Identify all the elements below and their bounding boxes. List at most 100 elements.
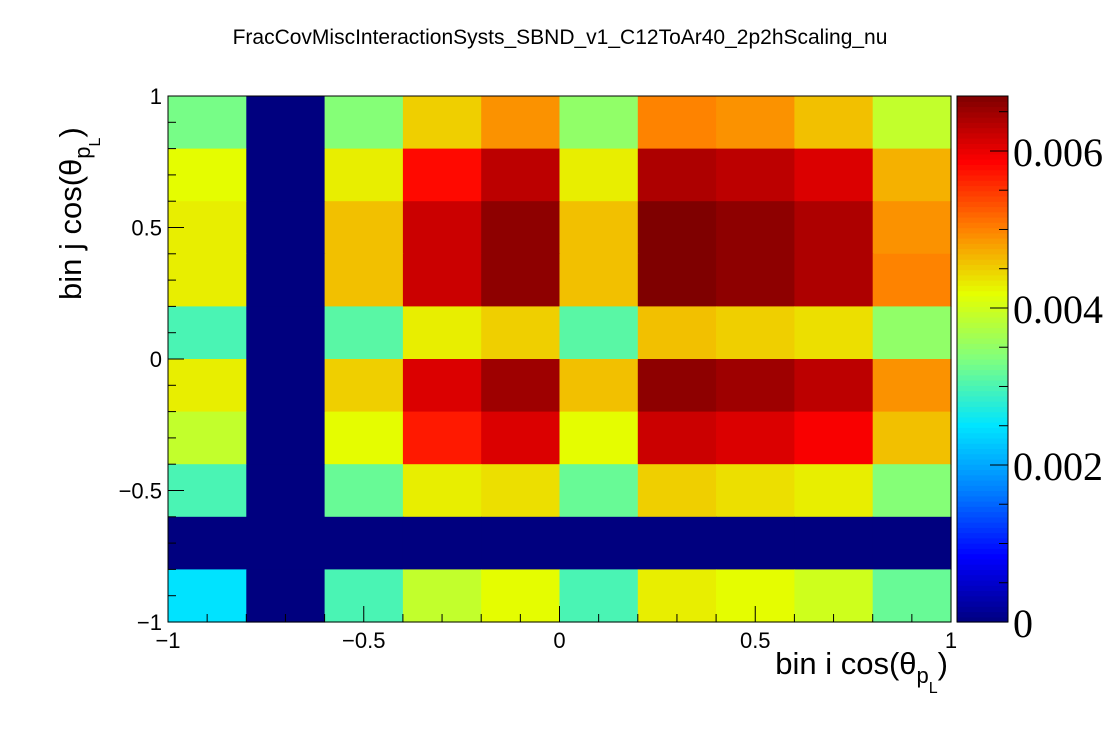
y-axis-title-sub: p: [70, 146, 95, 158]
y-axis-title-subsub: L: [87, 137, 104, 146]
heatmap-cell: [637, 359, 717, 413]
heatmap-cell: [168, 306, 247, 360]
color-scale-strip: [957, 359, 1008, 365]
color-scale-strip: [957, 353, 1008, 360]
x-axis-title-subsub: L: [929, 680, 938, 697]
heatmap-cell: [794, 148, 874, 202]
color-scale-tick-label: 0.004: [1013, 287, 1103, 332]
color-scale-strip: [957, 401, 1008, 407]
heatmap-cell: [794, 359, 874, 413]
color-scale-ticks: 0 0.002 0.004 0.006: [990, 111, 1103, 646]
color-scale-bar: [956, 95, 1009, 623]
heatmap-cell: [716, 359, 795, 413]
heatmap-cell: [559, 411, 639, 465]
heatmap-cell: [402, 253, 482, 307]
heatmap-cell: [246, 359, 326, 413]
color-scale-strip: [957, 180, 1008, 187]
color-scale-strip: [957, 238, 1008, 244]
heatmap-cell: [481, 306, 561, 360]
color-scale-strip: [957, 616, 1008, 623]
color-scale-strip: [957, 343, 1008, 350]
color-scale-strip: [957, 264, 1008, 271]
heatmap-cell: [637, 253, 717, 307]
svg-text:bin i cos(θpL): bin i cos(θpL): [775, 646, 948, 697]
x-tick-label: 0: [553, 628, 565, 653]
heatmap-cells: [168, 96, 952, 623]
color-scale-strip: [957, 316, 1008, 323]
color-scale-strip: [957, 248, 1008, 255]
color-scale-strip: [957, 174, 1008, 181]
heatmap-cell: [246, 253, 326, 307]
color-scale-strip: [957, 195, 1008, 202]
x-tick-label: 1: [945, 628, 957, 653]
color-scale-strip: [957, 490, 1008, 497]
color-scale-strip: [957, 380, 1008, 386]
y-axis-title-main: bin j cos(θ: [53, 159, 88, 300]
color-scale-strip: [957, 595, 1008, 602]
color-scale-strip: [957, 364, 1008, 371]
heatmap-cell: [794, 201, 874, 255]
color-scale-strip: [957, 569, 1008, 576]
heatmap-cell: [246, 516, 326, 570]
heatmap-cell: [402, 148, 482, 202]
heatmap-cell: [324, 253, 404, 307]
color-scale-strip: [957, 458, 1008, 465]
heatmap-cell: [324, 359, 404, 413]
color-scale-strip: [957, 232, 1008, 239]
heatmap-cell: [559, 148, 639, 202]
heatmap-cell: [402, 359, 482, 413]
color-scale-strip: [957, 532, 1008, 539]
heatmap-cell: [637, 464, 717, 518]
heatmap-cell: [559, 516, 639, 570]
color-scale-strip: [957, 164, 1008, 171]
color-scale-strip: [957, 464, 1008, 471]
heatmap-cell: [794, 464, 874, 518]
heatmap-cell: [402, 411, 482, 465]
heatmap-cell: [324, 306, 404, 360]
heatmap-cell: [716, 148, 795, 202]
color-scale-strip: [957, 143, 1008, 150]
color-scale-strip: [957, 295, 1008, 302]
color-scale-strip: [957, 132, 1008, 139]
x-axis-title: bin i cos(θpL): [775, 646, 948, 697]
color-scale-strip: [957, 590, 1008, 597]
heatmap-cell: [716, 516, 795, 570]
heatmap-cell: [716, 464, 795, 518]
heatmap-cell: [872, 411, 952, 465]
heatmap-cell: [168, 516, 247, 570]
heatmap-cell: [559, 464, 639, 518]
heatmap-cell: [872, 569, 952, 623]
y-axis-title-close: ): [53, 127, 88, 137]
color-scale-strip: [957, 385, 1008, 392]
color-scale-tick-label: 0.006: [1013, 130, 1103, 175]
heatmap-cell: [402, 516, 482, 570]
heatmap-cell: [168, 253, 247, 307]
color-scale-strip: [957, 190, 1008, 197]
heatmap-cell: [324, 516, 404, 570]
color-scale-strip: [957, 390, 1008, 397]
color-scale-strip: [957, 543, 1008, 549]
y-tick-label: 0: [150, 347, 162, 372]
heatmap-cell: [246, 306, 326, 360]
color-scale-strip: [957, 332, 1008, 339]
heatmap-cell: [246, 96, 326, 150]
heatmap-cell: [872, 359, 952, 413]
color-scale-strip: [957, 301, 1008, 307]
heatmap-cell: [794, 516, 874, 570]
heatmap-cell: [402, 201, 482, 255]
x-axis-ticks: −1 −0.5 0 0.5 1: [155, 606, 957, 653]
color-scale-strip: [957, 153, 1008, 160]
heatmap-cell: [481, 96, 561, 150]
color-scale-strip: [957, 495, 1008, 502]
color-scale-tick-label: 0.002: [1013, 444, 1103, 489]
x-axis-title-sub: p: [917, 663, 929, 688]
heatmap-cell: [637, 201, 717, 255]
heatmap-cell: [324, 464, 404, 518]
color-scale-strip: [957, 311, 1008, 318]
color-scale-strip: [957, 259, 1008, 265]
heatmap-cell: [794, 569, 874, 623]
heatmap-cell: [246, 464, 326, 518]
color-scale-strip: [957, 374, 1008, 381]
heatmap-cell: [168, 411, 247, 465]
color-scale-strip: [957, 548, 1008, 555]
